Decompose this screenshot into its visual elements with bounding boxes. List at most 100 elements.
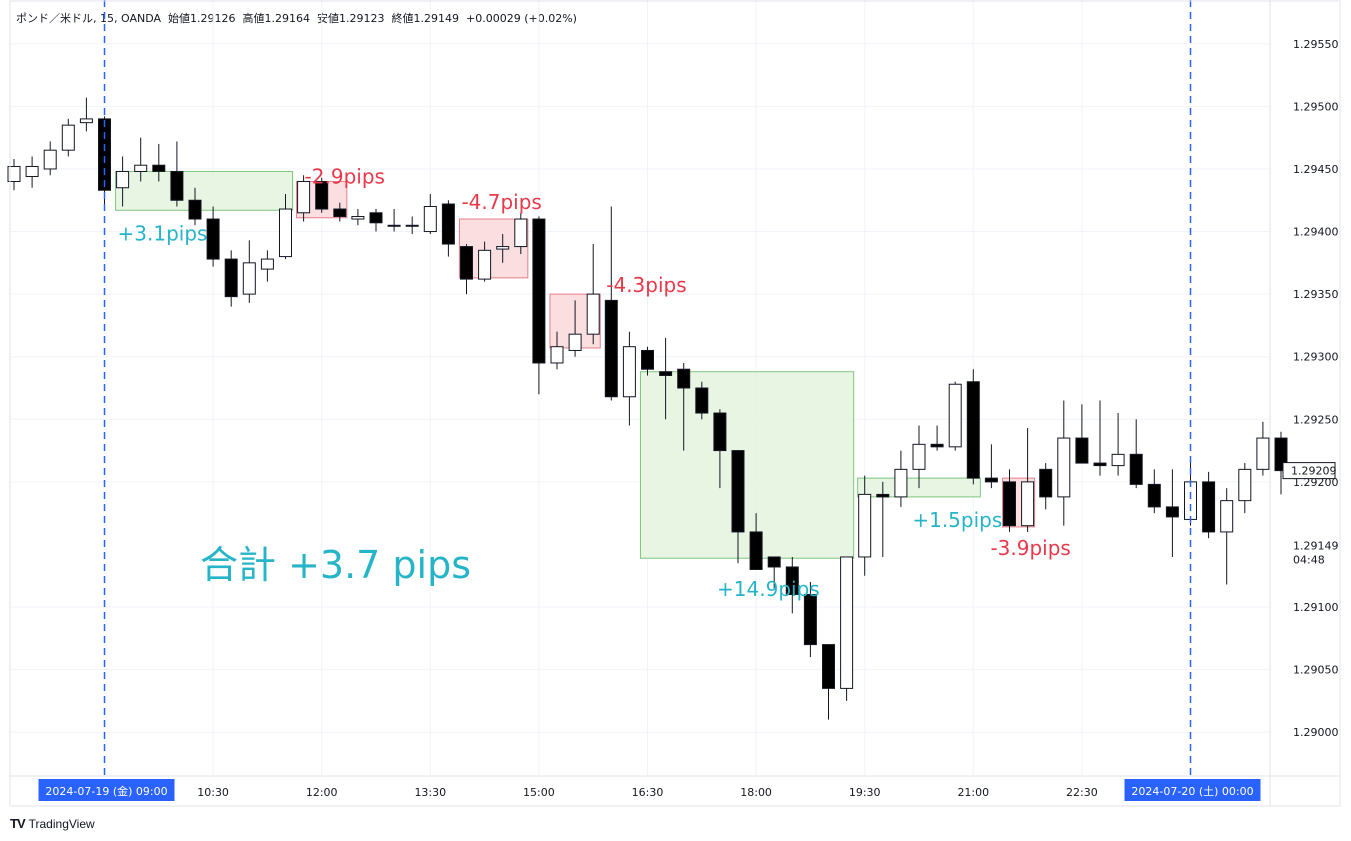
candle	[441, 200, 455, 257]
candle	[659, 337, 673, 420]
candle-body-bull	[405, 224, 419, 227]
candle-body-bull	[260, 258, 274, 270]
candle-body-bear	[1075, 437, 1089, 464]
candle-body-bull	[840, 556, 854, 689]
candle-body-bear	[966, 381, 980, 479]
candle-body-bear	[695, 387, 709, 414]
trade-zones	[115, 170, 1036, 559]
candle	[1057, 400, 1071, 526]
summary-text: 合計 +3.7 pips	[200, 543, 471, 587]
candle-body-bear	[604, 299, 618, 398]
price-tick-label: 1.29300	[1293, 351, 1339, 364]
trade-result-label: -4.3pips	[606, 273, 686, 297]
candle	[1039, 463, 1053, 510]
candle	[713, 409, 727, 489]
candle	[297, 175, 311, 222]
candle	[1093, 400, 1107, 476]
candle	[966, 369, 980, 485]
candle-body-bull	[1256, 437, 1270, 470]
candle-body-bull	[7, 165, 21, 182]
candle	[822, 644, 835, 720]
candle-body-bear	[822, 644, 835, 689]
time-tick-label: 18:00	[740, 786, 772, 799]
candle	[1075, 404, 1089, 464]
brand-name: TradingView	[28, 816, 95, 831]
time-tick-label: 21:00	[957, 786, 989, 799]
candle	[170, 141, 184, 207]
candle-body-bull	[279, 208, 292, 258]
candle	[622, 331, 636, 426]
candle-body-bear	[1202, 481, 1216, 533]
candle	[188, 187, 202, 226]
price-tick-label: 1.29400	[1293, 226, 1339, 239]
candle	[984, 444, 998, 489]
candle-body-bear	[984, 477, 998, 483]
candle-body-bear	[224, 258, 238, 298]
candle-body-bull	[134, 164, 148, 172]
candle	[496, 234, 510, 263]
candle	[387, 209, 401, 232]
candle-body-bull	[387, 224, 401, 227]
trade-result-label: +3.1pips	[118, 221, 208, 245]
candle-body-bear	[876, 493, 890, 498]
candle-body-bear	[315, 180, 329, 210]
candle	[1238, 463, 1252, 514]
candle-body-bull	[478, 249, 492, 280]
candle-body-bear	[930, 443, 944, 448]
candle-body-bear	[767, 556, 781, 568]
candle-body-bull	[568, 333, 582, 351]
candle	[1256, 421, 1270, 476]
candle	[152, 143, 166, 182]
candle	[840, 556, 854, 701]
candle	[604, 206, 618, 401]
candle	[641, 346, 654, 376]
candle	[1184, 456, 1197, 526]
candle-body-bull	[1220, 500, 1234, 533]
candle-body-bull	[496, 246, 510, 250]
candle-body-bear	[460, 246, 473, 280]
candle-body-bear	[333, 208, 347, 218]
candle	[460, 244, 473, 295]
time-tick-label: 12:00	[306, 786, 338, 799]
candle	[930, 425, 944, 451]
candle-body-bear	[1039, 468, 1053, 498]
brand-watermark[interactable]: TV TradingView	[10, 816, 95, 831]
trade-result-label: -4.7pips	[461, 190, 541, 214]
trade-result-label: +1.5pips	[912, 508, 1002, 532]
candle	[279, 194, 292, 260]
candle	[803, 582, 817, 658]
candle	[1021, 428, 1035, 532]
price-tick-label: 1.29100	[1293, 601, 1339, 614]
candle	[894, 450, 908, 507]
candle	[405, 216, 419, 235]
price-tick-label: 1.29350	[1293, 288, 1339, 301]
candle	[478, 241, 492, 282]
trade-labels: +3.1pips -2.9pips -4.7pips -4.3pips +14.9pip…	[118, 164, 1071, 601]
candle	[134, 137, 148, 182]
symbol-name: ポンド／米ドル, 15, OANDA	[16, 12, 162, 25]
candle-body-bear	[441, 203, 455, 245]
candle-body-bull	[1184, 481, 1197, 520]
candles	[7, 97, 1288, 720]
candle-body-bull	[1238, 468, 1252, 502]
candle-body-bull	[351, 216, 365, 220]
close-value: 1.29149	[413, 12, 460, 25]
candle-body-bear	[206, 218, 220, 260]
candle	[677, 362, 691, 451]
candle-body-bull	[858, 493, 872, 558]
candle	[7, 158, 21, 191]
low-label: 安値	[317, 12, 340, 25]
current-price-badge	[1282, 462, 1336, 480]
time-tick-label: 13:30	[414, 786, 446, 799]
candle-body-bull	[586, 293, 600, 335]
candle	[695, 381, 709, 420]
candle-body-bull	[912, 443, 926, 470]
candle-body-bear	[1147, 483, 1161, 508]
candle-body-bull	[297, 180, 311, 214]
candle	[586, 244, 600, 345]
candle	[1202, 471, 1216, 539]
time-badge	[1124, 779, 1261, 801]
candle-body-bull	[79, 118, 93, 124]
candle-body-bull	[1021, 481, 1035, 527]
